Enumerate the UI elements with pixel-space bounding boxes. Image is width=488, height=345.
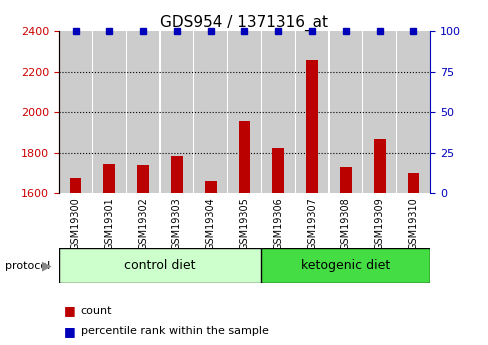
Text: ketogenic diet: ketogenic diet (301, 259, 390, 272)
Text: GSM19309: GSM19309 (374, 197, 384, 250)
Bar (59, 31, 92, 193)
Text: ■: ■ (63, 304, 75, 317)
Bar (339, 167, 351, 193)
Text: count: count (81, 306, 112, 315)
Bar (127, 31, 159, 193)
Bar (329, 31, 361, 193)
Bar (194, 31, 226, 193)
Title: GDS954 / 1371316_at: GDS954 / 1371316_at (160, 15, 328, 31)
FancyBboxPatch shape (59, 248, 261, 283)
Bar (137, 165, 149, 193)
Bar (93, 31, 125, 193)
Text: GSM19307: GSM19307 (306, 197, 316, 250)
Bar (238, 121, 250, 193)
Bar (407, 173, 419, 193)
Bar (69, 178, 81, 193)
Bar (373, 139, 385, 193)
Text: GSM19302: GSM19302 (138, 197, 148, 250)
Text: GSM19306: GSM19306 (273, 197, 283, 250)
Text: GSM19308: GSM19308 (340, 197, 350, 250)
Bar (161, 31, 193, 193)
Text: GSM19310: GSM19310 (407, 197, 418, 250)
Text: control diet: control diet (124, 259, 195, 272)
Text: percentile rank within the sample: percentile rank within the sample (81, 326, 268, 336)
Bar (103, 164, 115, 193)
Bar (228, 31, 260, 193)
Text: ▶: ▶ (41, 259, 51, 272)
Text: ■: ■ (63, 325, 75, 338)
Bar (171, 156, 183, 193)
Text: GSM19300: GSM19300 (70, 197, 81, 250)
Bar (272, 148, 284, 193)
Bar (204, 181, 216, 193)
Bar (262, 31, 294, 193)
Text: GSM19304: GSM19304 (205, 197, 215, 250)
Bar (305, 60, 317, 193)
FancyBboxPatch shape (261, 248, 429, 283)
Bar (396, 31, 429, 193)
Text: GSM19301: GSM19301 (104, 197, 114, 250)
Bar (363, 31, 395, 193)
Text: GSM19305: GSM19305 (239, 197, 249, 250)
Text: GSM19303: GSM19303 (172, 197, 182, 250)
Text: protocol: protocol (5, 261, 50, 270)
Bar (295, 31, 327, 193)
